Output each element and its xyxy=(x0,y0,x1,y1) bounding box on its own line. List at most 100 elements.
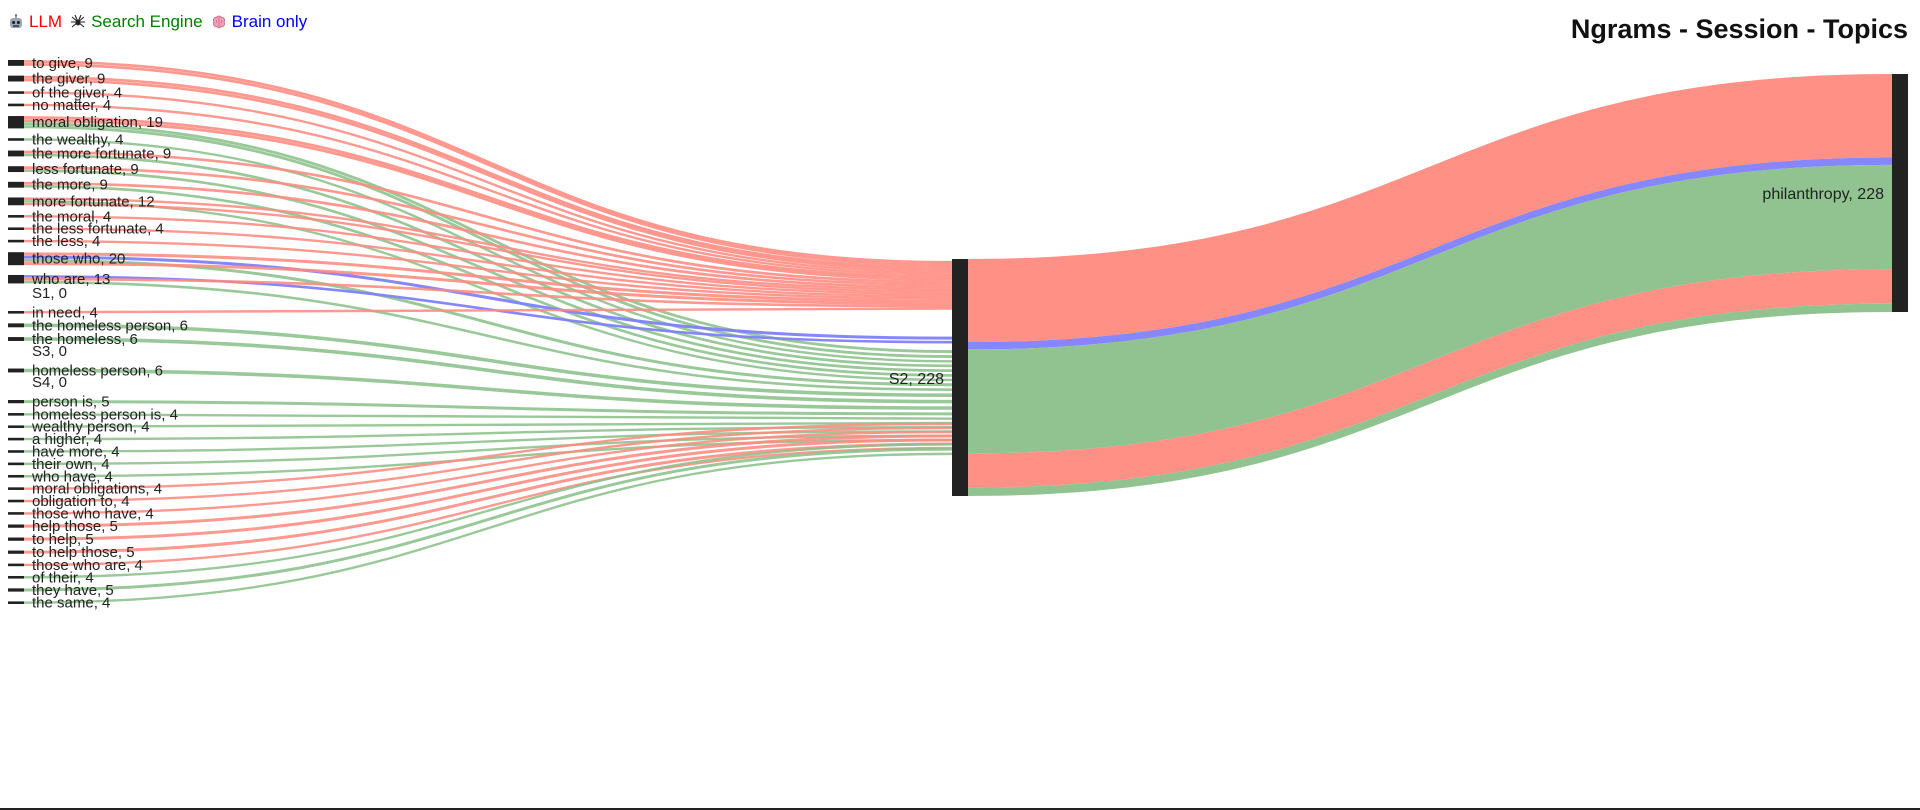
ngram-node[interactable] xyxy=(8,437,24,441)
flow-search-engine xyxy=(23,443,953,579)
legend: LLM Search Engine Brain only xyxy=(8,12,307,32)
ngram-label: of their, 4 xyxy=(32,569,94,586)
flow-llm xyxy=(23,227,953,298)
chart-title: Ngrams - Session - Topics xyxy=(1570,14,1908,44)
ngram-node[interactable] xyxy=(8,450,24,453)
ngram-node[interactable] xyxy=(8,310,24,314)
ngram-node[interactable] xyxy=(8,425,24,429)
ngram-node[interactable] xyxy=(8,550,24,554)
ngram-label: obligation to, 4 xyxy=(32,493,130,510)
ngram-label: the homeless, 6 xyxy=(32,331,138,348)
ngram-label: to help, 5 xyxy=(32,531,94,548)
flow-llm xyxy=(23,434,953,528)
ngram-node[interactable] xyxy=(8,474,24,478)
topic-flow-brain-only xyxy=(968,157,1892,350)
ngram-label: who are, 13 xyxy=(31,271,110,288)
flow-llm xyxy=(23,215,953,296)
ngram-node[interactable] xyxy=(8,91,24,94)
ngram-node[interactable] xyxy=(8,499,24,503)
ngram-label: no matter, 4 xyxy=(32,97,111,114)
ngram-label: less fortunate, 9 xyxy=(32,161,139,178)
ngram-node[interactable] xyxy=(8,60,24,66)
flow-llm xyxy=(23,442,953,554)
ngram-label: to help those, 5 xyxy=(32,544,135,561)
robot-icon xyxy=(10,14,22,28)
ngram-node[interactable] xyxy=(8,524,24,528)
flow-search-engine xyxy=(23,452,953,604)
flow-search-engine xyxy=(23,153,953,368)
ngram-node[interactable] xyxy=(8,487,24,490)
legend-label-search-engine: Search Engine xyxy=(91,12,203,31)
topic-flow-llm xyxy=(968,74,1892,343)
flow-search-engine xyxy=(23,184,953,377)
ngram-node[interactable] xyxy=(8,227,24,231)
ngram-node[interactable] xyxy=(8,400,24,404)
session-label: S2, 228 xyxy=(889,371,944,388)
ngram-node[interactable] xyxy=(8,138,24,141)
topic-flow-search-engine xyxy=(968,303,1892,496)
flow-llm xyxy=(23,103,953,276)
session-node[interactable] xyxy=(952,259,968,496)
flow-llm xyxy=(23,91,953,274)
ngram-node[interactable] xyxy=(8,512,24,515)
links xyxy=(23,60,1892,604)
legend-label-llm: LLM xyxy=(29,12,63,31)
legend-item-brain-only[interactable]: Brain only xyxy=(211,12,307,32)
flow-brain-only xyxy=(23,255,953,340)
flow-llm xyxy=(23,446,953,567)
ngram-node[interactable] xyxy=(8,601,24,604)
ngram-label: moral obligation, 19 xyxy=(32,114,163,131)
ngram-label: to give, 9 xyxy=(32,55,93,72)
ngram-node[interactable] xyxy=(8,274,24,284)
ngram-node[interactable] xyxy=(8,252,24,266)
ngram-node[interactable] xyxy=(8,337,24,341)
nodes xyxy=(8,60,1908,604)
flow-llm xyxy=(23,262,953,306)
ngram-node[interactable] xyxy=(8,181,24,188)
flow-llm xyxy=(23,277,953,308)
legend-item-search-engine[interactable]: Search Engine xyxy=(70,12,203,32)
ngram-node[interactable] xyxy=(8,75,24,82)
ngram-label: the more, 9 xyxy=(32,177,108,194)
brain-icon xyxy=(212,15,225,29)
flow-llm xyxy=(23,60,953,264)
ngram-node[interactable] xyxy=(8,215,24,218)
topic-node[interactable] xyxy=(1892,74,1908,312)
ngram-label: S1, 0 xyxy=(32,285,67,302)
ngram-node[interactable] xyxy=(8,413,24,416)
flow-search-engine xyxy=(23,280,953,391)
ngram-label: the homeless person, 6 xyxy=(32,317,188,334)
ngram-label: those who, 20 xyxy=(32,251,125,268)
ngram-node[interactable] xyxy=(8,166,24,173)
flow-search-engine xyxy=(23,421,953,428)
ngram-node[interactable] xyxy=(8,563,24,567)
ngram-node[interactable] xyxy=(8,368,24,373)
ngram-label: the giver, 9 xyxy=(32,71,105,88)
topic-flow-search-engine xyxy=(968,164,1892,454)
ngram-label: a higher, 4 xyxy=(32,431,102,448)
ngram-node[interactable] xyxy=(8,103,24,107)
ngram-label: they have, 5 xyxy=(32,582,114,599)
flow-llm xyxy=(23,252,953,303)
ngram-node[interactable] xyxy=(8,150,24,157)
flow-llm xyxy=(23,75,953,269)
flow-llm xyxy=(23,202,953,293)
ngram-label: have more, 4 xyxy=(32,443,120,460)
ngram-node[interactable] xyxy=(8,588,24,592)
ngram-label: person is, 5 xyxy=(32,394,110,411)
ngram-node[interactable] xyxy=(8,462,24,466)
ngram-node[interactable] xyxy=(8,239,24,243)
ngram-label: moral obligations, 4 xyxy=(32,481,162,498)
flow-search-engine xyxy=(23,447,953,592)
ngram-label: who have, 4 xyxy=(31,468,113,485)
ngram-node[interactable] xyxy=(8,323,24,328)
ngram-node[interactable] xyxy=(8,116,24,129)
legend-item-llm[interactable]: LLM xyxy=(8,12,62,32)
ngram-node[interactable] xyxy=(8,575,24,579)
ngram-node[interactable] xyxy=(8,537,24,541)
ngram-node[interactable] xyxy=(8,197,24,206)
flow-llm xyxy=(23,197,953,291)
ngram-label: those who are, 4 xyxy=(32,557,143,574)
